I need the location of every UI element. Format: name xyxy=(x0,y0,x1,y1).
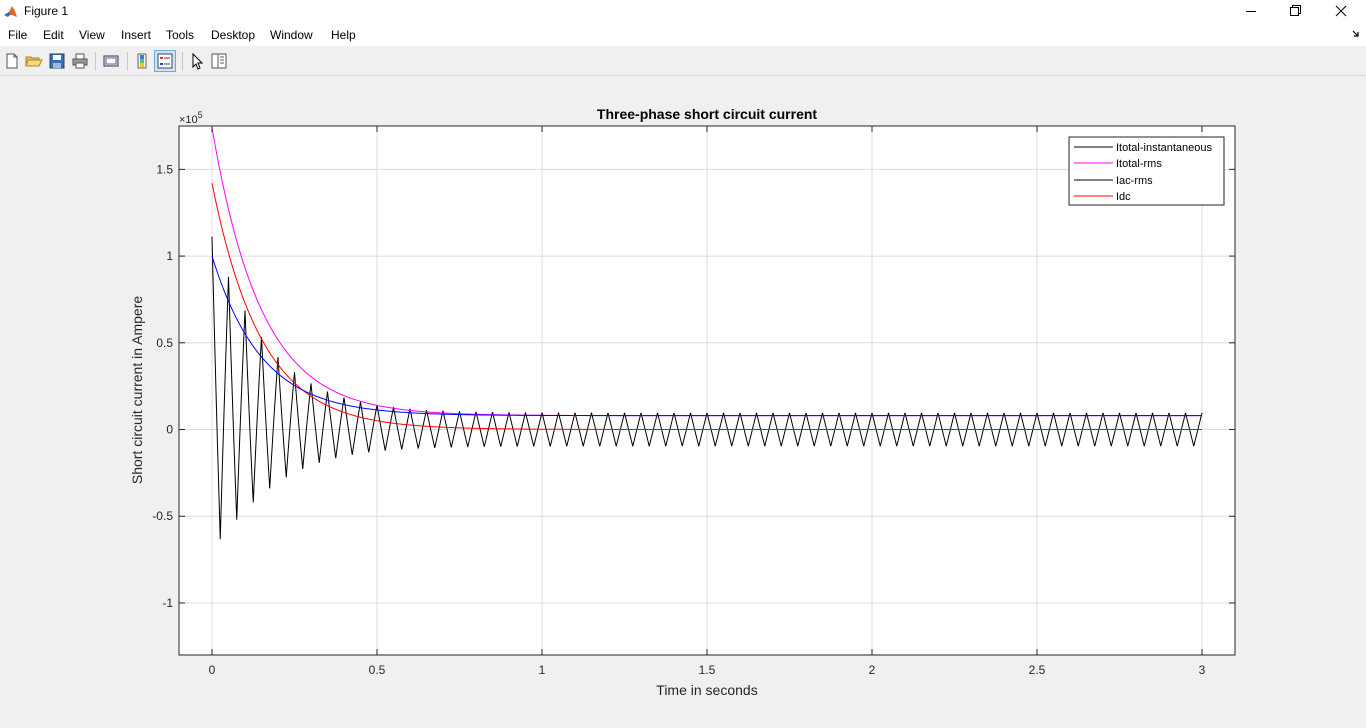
y-tick-label: -1 xyxy=(162,596,173,610)
y-tick-label: 0.5 xyxy=(156,336,173,350)
plot-series xyxy=(211,127,1203,540)
y-exponent-base: ×105 xyxy=(179,110,203,126)
legend-box xyxy=(1068,136,1225,206)
series-line-iac-rms xyxy=(211,255,1202,417)
toolbar-separator xyxy=(182,52,183,71)
link-plot-icon xyxy=(103,55,119,67)
x-axis-label: Time in seconds xyxy=(656,682,757,698)
y-axis-label: Short circuit current in Ampere xyxy=(129,296,145,485)
menu-view[interactable]: View xyxy=(79,28,105,42)
insert-legend-button[interactable] xyxy=(154,50,176,72)
toolbar-separator xyxy=(95,52,96,71)
print-button[interactable] xyxy=(71,52,89,70)
x-tick-label: 3 xyxy=(1199,663,1206,677)
open-file-button[interactable] xyxy=(25,52,43,70)
link-plot-button[interactable] xyxy=(102,52,120,70)
insert-colorbar-icon xyxy=(137,53,147,69)
menu-tools[interactable]: Tools xyxy=(166,28,195,42)
save-icon xyxy=(49,53,65,69)
menu-desktop[interactable]: Desktop xyxy=(211,28,256,42)
dock-figure-icon[interactable] xyxy=(1352,30,1360,38)
figure-toolbar xyxy=(0,48,1366,76)
open-property-inspector-button[interactable] xyxy=(210,52,228,70)
insert-legend-icon xyxy=(157,53,173,69)
x-tick-label: 0.5 xyxy=(369,663,386,677)
y-exponent-prefix: ×10 xyxy=(179,114,198,126)
x-tick-label: 1.5 xyxy=(699,663,716,677)
minimize-button[interactable] xyxy=(1228,0,1274,24)
x-tick-label: 0 xyxy=(209,663,216,677)
y-tick-label: 1 xyxy=(166,249,173,263)
legend-label-iac-rms: Iac-rms xyxy=(1116,175,1153,187)
menu-file[interactable]: File xyxy=(8,28,28,42)
save-button[interactable] xyxy=(48,52,66,70)
plot-figure: 0 0.5 1 1.5 2 2.5 3 -1 -0.5 0 0.5 1 1.5 Three-phase … xyxy=(129,106,1236,698)
matlab-app-icon xyxy=(3,4,18,19)
close-icon xyxy=(1335,5,1347,17)
window-title: Figure 1 xyxy=(24,4,69,18)
menu-edit[interactable]: Edit xyxy=(43,28,64,42)
menu-help[interactable]: Help xyxy=(331,28,356,42)
x-tick-label: 1 xyxy=(539,663,546,677)
new-figure-icon xyxy=(6,53,18,69)
edit-plot-icon xyxy=(192,52,204,70)
grid-lines xyxy=(179,126,1235,655)
legend-label-itotal-instantaneous: Itotal-instantaneous xyxy=(1116,142,1213,154)
y-exponent-power: 5 xyxy=(198,110,203,120)
x-tick-label: 2 xyxy=(869,663,876,677)
legend[interactable]: Itotal-instantaneous Itotal-rms Iac-rms … xyxy=(1068,136,1225,206)
window-titlebar: Figure 1 xyxy=(0,0,1366,24)
toolbar-separator xyxy=(127,52,128,71)
print-icon xyxy=(72,53,88,69)
edit-plot-button[interactable] xyxy=(188,52,206,70)
legend-label-itotal-rms: Itotal-rms xyxy=(1116,158,1162,170)
chart-title: Three-phase short circuit current xyxy=(597,106,818,122)
y-tick-label: 1.5 xyxy=(156,162,173,176)
minimize-icon xyxy=(1246,11,1256,12)
x-tick-label: 2.5 xyxy=(1029,663,1046,677)
restore-button[interactable] xyxy=(1273,0,1319,24)
y-tick-label: 0 xyxy=(166,423,173,437)
open-file-icon xyxy=(25,56,43,67)
menu-window[interactable]: Window xyxy=(270,28,313,42)
axes-ticks: 0 0.5 1 1.5 2 2.5 3 -1 -0.5 0 0.5 1 1.5 xyxy=(152,126,1235,677)
close-button[interactable] xyxy=(1318,0,1364,24)
legend-label-idc: Idc xyxy=(1116,191,1131,203)
new-figure-button[interactable] xyxy=(3,52,21,70)
y-tick-label: -0.5 xyxy=(152,509,173,523)
menu-insert[interactable]: Insert xyxy=(121,28,152,42)
series-line-idc xyxy=(211,183,1202,431)
restore-icon xyxy=(1290,5,1301,16)
open-property-inspector-icon xyxy=(211,53,227,69)
menu-bar: File Edit View Insert Tools Desktop Wind… xyxy=(0,24,1366,46)
insert-colorbar-button[interactable] xyxy=(133,52,151,70)
